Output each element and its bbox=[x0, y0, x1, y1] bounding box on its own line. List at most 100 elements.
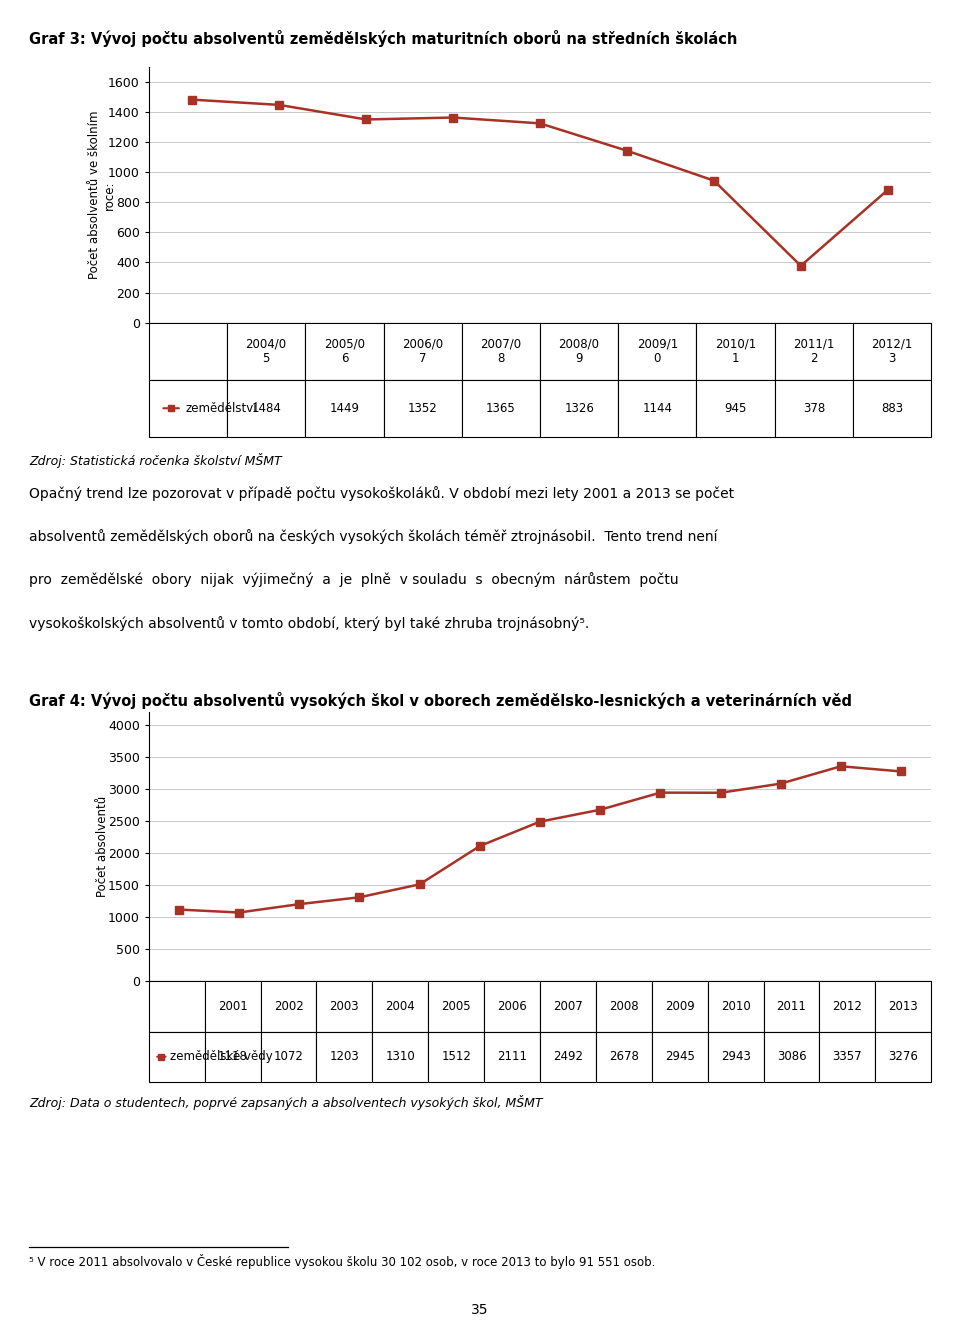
Bar bbox=[775, 323, 853, 379]
Text: 883: 883 bbox=[881, 402, 903, 415]
Text: zemědělství: zemědělství bbox=[185, 402, 257, 415]
Text: 2005: 2005 bbox=[442, 1000, 471, 1013]
Text: 2006/0
7: 2006/0 7 bbox=[402, 337, 444, 366]
Text: 2012/1
3: 2012/1 3 bbox=[872, 337, 913, 366]
Bar bbox=[852, 379, 931, 437]
Bar bbox=[260, 981, 317, 1032]
Text: 3086: 3086 bbox=[777, 1050, 806, 1063]
Bar bbox=[708, 1032, 763, 1082]
Text: 1484: 1484 bbox=[252, 402, 281, 415]
Bar bbox=[697, 323, 775, 379]
Text: absolventů zemědělských oborů na českých vysokých školách téměř ztrojnásobil.  T: absolventů zemědělských oborů na českých… bbox=[29, 530, 717, 544]
Bar bbox=[820, 1032, 876, 1082]
Bar bbox=[618, 379, 697, 437]
Y-axis label: Počet absolventů: Počet absolventů bbox=[96, 796, 108, 898]
Bar bbox=[763, 1032, 820, 1082]
Text: 2012: 2012 bbox=[832, 1000, 862, 1013]
Bar bbox=[484, 1032, 540, 1082]
Text: 1512: 1512 bbox=[442, 1050, 471, 1063]
Bar bbox=[462, 323, 540, 379]
Bar bbox=[260, 1032, 317, 1082]
Bar bbox=[708, 981, 763, 1032]
Bar bbox=[596, 1032, 652, 1082]
Text: ⁵ V roce 2011 absolvovalo v České republice vysokou školu 30 102 osob, v roce 20: ⁵ V roce 2011 absolvovalo v České republ… bbox=[29, 1254, 655, 1269]
Text: 2945: 2945 bbox=[664, 1050, 695, 1063]
Bar bbox=[305, 323, 383, 379]
Bar bbox=[428, 981, 484, 1032]
Text: 2004: 2004 bbox=[385, 1000, 415, 1013]
Text: 2009: 2009 bbox=[665, 1000, 695, 1013]
Text: 2011/1
2: 2011/1 2 bbox=[793, 337, 834, 366]
Bar bbox=[317, 981, 372, 1032]
Bar bbox=[652, 981, 708, 1032]
Text: 2943: 2943 bbox=[721, 1050, 751, 1063]
Text: 1352: 1352 bbox=[408, 402, 438, 415]
Text: 2007/0
8: 2007/0 8 bbox=[480, 337, 521, 366]
Text: 2007: 2007 bbox=[553, 1000, 583, 1013]
Text: Zdroj: Data o studentech, poprvé zapsaných a absolventech vysokých škol, MŠMT: Zdroj: Data o studentech, poprvé zapsaný… bbox=[29, 1095, 542, 1110]
Text: 2008: 2008 bbox=[609, 1000, 638, 1013]
Bar bbox=[372, 981, 428, 1032]
Text: 2011: 2011 bbox=[777, 1000, 806, 1013]
Bar bbox=[383, 323, 462, 379]
Text: 2009/1
0: 2009/1 0 bbox=[636, 337, 678, 366]
Bar bbox=[305, 379, 383, 437]
Bar bbox=[540, 981, 596, 1032]
Bar bbox=[763, 981, 820, 1032]
Bar bbox=[876, 981, 931, 1032]
Bar bbox=[540, 1032, 596, 1082]
Bar bbox=[204, 981, 260, 1032]
Bar bbox=[596, 981, 652, 1032]
Text: 1118: 1118 bbox=[218, 1050, 248, 1063]
Text: Zdroj: Statistická ročenka školství MŠMT: Zdroj: Statistická ročenka školství MŠMT bbox=[29, 453, 281, 468]
Bar bbox=[820, 981, 876, 1032]
Text: 1310: 1310 bbox=[385, 1050, 415, 1063]
Text: 1144: 1144 bbox=[642, 402, 672, 415]
Text: 1072: 1072 bbox=[274, 1050, 303, 1063]
Bar bbox=[697, 379, 775, 437]
Bar bbox=[204, 1032, 260, 1082]
Text: 378: 378 bbox=[803, 402, 825, 415]
Text: 2111: 2111 bbox=[497, 1050, 527, 1063]
Text: pro  zemědělské  obory  nijak  výjimečný  a  je  plně  v souladu  s  obecným  ná: pro zemědělské obory nijak výjimečný a j… bbox=[29, 573, 679, 587]
Text: 2005/0
6: 2005/0 6 bbox=[324, 337, 365, 366]
Text: 1326: 1326 bbox=[564, 402, 594, 415]
Bar bbox=[652, 1032, 708, 1082]
Text: Graf 4: Vývoj počtu absolventů vysokých škol v oborech zemědělsko-lesnických a v: Graf 4: Vývoj počtu absolventů vysokých … bbox=[29, 692, 852, 710]
Text: 945: 945 bbox=[725, 402, 747, 415]
Text: 2001: 2001 bbox=[218, 1000, 248, 1013]
Bar bbox=[317, 1032, 372, 1082]
Text: 2003: 2003 bbox=[329, 1000, 359, 1013]
Bar bbox=[228, 323, 305, 379]
Bar bbox=[876, 1032, 931, 1082]
Text: zemědělské vědy: zemědělské vědy bbox=[170, 1050, 273, 1063]
Bar bbox=[149, 379, 228, 437]
Bar bbox=[149, 1032, 204, 1082]
Text: 2008/0
9: 2008/0 9 bbox=[559, 337, 600, 366]
Bar bbox=[540, 323, 618, 379]
Text: 2678: 2678 bbox=[609, 1050, 638, 1063]
Text: 2006: 2006 bbox=[497, 1000, 527, 1013]
Bar bbox=[372, 1032, 428, 1082]
Bar bbox=[383, 379, 462, 437]
Text: 2010/1
1: 2010/1 1 bbox=[715, 337, 756, 366]
Text: Graf 3: Vývoj počtu absolventů zemědělských maturitních oborů na středních školá: Graf 3: Vývoj počtu absolventů zemědělsk… bbox=[29, 30, 737, 47]
Text: 1365: 1365 bbox=[486, 402, 516, 415]
Text: 1203: 1203 bbox=[329, 1050, 359, 1063]
Bar bbox=[484, 981, 540, 1032]
Text: vysokoškolských absolventů v tomto období, který byl také zhruba trojnásobný⁵.: vysokoškolských absolventů v tomto obdob… bbox=[29, 616, 589, 630]
Bar bbox=[618, 323, 697, 379]
Text: Opačný trend lze pozorovat v případě počtu vysokoškoláků. V období mezi lety 200: Opačný trend lze pozorovat v případě poč… bbox=[29, 487, 734, 501]
Bar bbox=[852, 323, 931, 379]
Bar bbox=[462, 379, 540, 437]
Bar bbox=[149, 981, 204, 1032]
Text: 2002: 2002 bbox=[274, 1000, 303, 1013]
Text: 3276: 3276 bbox=[888, 1050, 918, 1063]
Text: 2010: 2010 bbox=[721, 1000, 751, 1013]
Bar bbox=[775, 379, 853, 437]
Text: 2492: 2492 bbox=[553, 1050, 583, 1063]
Bar bbox=[149, 323, 228, 379]
Text: 2004/0
5: 2004/0 5 bbox=[246, 337, 287, 366]
Text: 2013: 2013 bbox=[888, 1000, 918, 1013]
Bar bbox=[228, 379, 305, 437]
